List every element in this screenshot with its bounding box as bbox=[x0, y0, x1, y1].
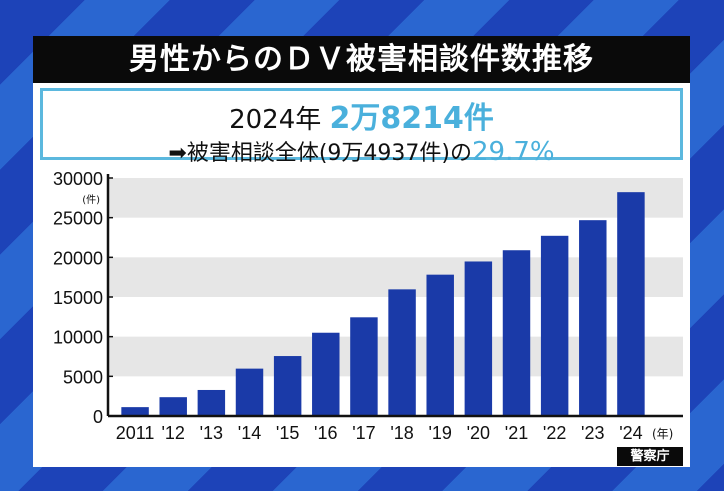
x-tick-label: '21 bbox=[505, 423, 528, 443]
y-tick-label: 0 bbox=[93, 407, 103, 427]
x-tick-label: '14 bbox=[238, 423, 261, 443]
y-tick-label: 15000 bbox=[53, 288, 103, 308]
x-tick-label: 2011 bbox=[116, 423, 155, 443]
y-tick-label: 30000 bbox=[53, 169, 103, 189]
bar bbox=[579, 220, 607, 416]
y-tick-label: 10000 bbox=[53, 328, 103, 348]
highlight-count: 2万8214件 bbox=[329, 101, 494, 136]
x-tick-label: '17 bbox=[352, 423, 375, 443]
x-tick-label: '12 bbox=[161, 423, 184, 443]
x-tick-label: '19 bbox=[428, 423, 451, 443]
x-tick-label: '22 bbox=[543, 423, 566, 443]
bar bbox=[350, 317, 378, 416]
highlight-line-2: ➡被害相談全体(9万4937件)の29.7% bbox=[43, 135, 680, 167]
y-tick-label: 20000 bbox=[53, 248, 103, 268]
bar bbox=[273, 356, 302, 416]
x-unit-label: (年) bbox=[652, 427, 673, 441]
y-tick-label: 25000 bbox=[53, 209, 103, 229]
y-tick-label: 5000 bbox=[63, 367, 103, 387]
y-unit-label: (件) bbox=[82, 194, 100, 206]
bar bbox=[388, 289, 416, 416]
highlight-total: ➡被害相談全体(9万4937件)の bbox=[168, 141, 472, 166]
x-tick-label: '20 bbox=[467, 423, 490, 443]
x-tick-label: '13 bbox=[200, 423, 223, 443]
highlight-year: 2024年 bbox=[229, 105, 322, 135]
chart-title: 男性からのＤＶ被害相談件数推移 bbox=[33, 36, 690, 83]
bar bbox=[159, 397, 187, 416]
grid-band bbox=[108, 178, 683, 218]
bar bbox=[617, 192, 645, 416]
highlight-percent: 29.7% bbox=[471, 137, 555, 167]
bar bbox=[502, 250, 531, 416]
x-tick-label: '24 bbox=[619, 423, 642, 443]
bar bbox=[464, 261, 493, 416]
highlight-box: 2024年 2万8214件 ➡被害相談全体(9万4937件)の29.7% bbox=[40, 88, 683, 167]
x-tick-label: '15 bbox=[276, 423, 299, 443]
bar bbox=[312, 332, 340, 416]
source-label: 警察庁 bbox=[617, 447, 683, 466]
highlight-line-1: 2024年 2万8214件 bbox=[43, 93, 680, 137]
x-tick-label: '16 bbox=[314, 423, 337, 443]
x-tick-label: '23 bbox=[581, 423, 604, 443]
bar bbox=[426, 274, 454, 416]
bar bbox=[121, 407, 149, 416]
bar bbox=[235, 368, 264, 416]
x-tick-label: '18 bbox=[390, 423, 413, 443]
bar bbox=[540, 235, 569, 416]
bar bbox=[197, 389, 226, 416]
